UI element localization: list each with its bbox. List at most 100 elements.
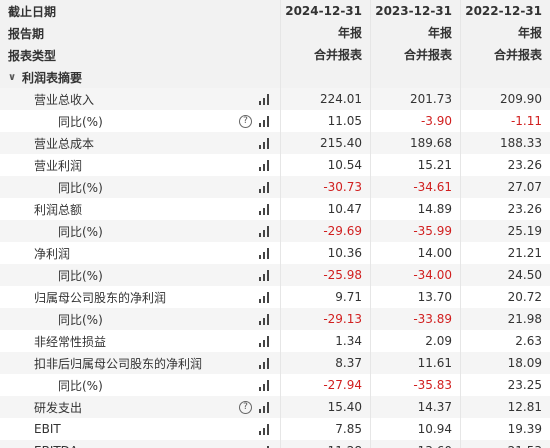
bar-chart-icon[interactable] — [258, 313, 270, 325]
row-label: 同比(%) — [0, 374, 280, 396]
value-cell: -34.61 — [370, 176, 460, 198]
row-icons — [258, 334, 270, 348]
value-cell: 18.09 — [460, 352, 550, 374]
section-spacer — [460, 66, 550, 88]
bar-chart-icon[interactable] — [258, 203, 270, 215]
row-label-text: 同比(%) — [58, 312, 103, 327]
table-row: 营业总收入 224.01 201.73 209.90 — [0, 88, 550, 110]
value-cell: 21.98 — [460, 308, 550, 330]
bar-chart-icon[interactable] — [258, 93, 270, 105]
bar-chart-icon[interactable] — [258, 445, 270, 448]
row-label: 非经常性损益 — [0, 330, 280, 352]
bar-chart-icon[interactable] — [258, 269, 270, 281]
bar-chart-icon[interactable] — [258, 379, 270, 391]
row-label: EBIT — [0, 418, 280, 440]
value-cell: 10.94 — [370, 418, 460, 440]
row-icons — [258, 444, 270, 448]
bar-chart-icon[interactable] — [258, 115, 270, 127]
table-row: 同比(%) -29.69 -35.99 25.19 — [0, 220, 550, 242]
header-row-period: 报告期 年报 年报 年报 — [0, 22, 550, 44]
row-label: 同比(%) — [0, 264, 280, 286]
value-cell: 8.37 — [280, 352, 370, 374]
row-icons — [258, 378, 270, 392]
bar-chart-icon[interactable] — [258, 137, 270, 149]
table-row: 净利润 10.36 14.00 21.21 — [0, 242, 550, 264]
row-icons — [258, 224, 270, 238]
value-cell: 188.33 — [460, 132, 550, 154]
table-row: 同比(%) -27.94 -35.83 23.25 — [0, 374, 550, 396]
bar-chart-icon[interactable] — [258, 401, 270, 413]
value-cell: 9.71 — [280, 286, 370, 308]
section-toggle-income-statement[interactable]: ∨ 利润表摘要 — [0, 66, 550, 88]
value-cell: 24.50 — [460, 264, 550, 286]
bar-chart-icon[interactable] — [258, 159, 270, 171]
row-label: 同比(%) — [0, 176, 280, 198]
table-row: 研发支出? 15.40 14.37 12.81 — [0, 396, 550, 418]
value-cell: 20.72 — [460, 286, 550, 308]
table-row: 扣非后归属母公司股东的净利润 8.37 11.61 18.09 — [0, 352, 550, 374]
header-cell: 年报 — [370, 22, 460, 44]
bar-chart-icon[interactable] — [258, 181, 270, 193]
value-cell: -29.69 — [280, 220, 370, 242]
value-cell: 19.39 — [460, 418, 550, 440]
value-cell: -33.89 — [370, 308, 460, 330]
row-label-text: 营业总成本 — [34, 136, 95, 151]
table-row: 同比(%) -25.98 -34.00 24.50 — [0, 264, 550, 286]
table-row: 利润总额 10.47 14.89 23.26 — [0, 198, 550, 220]
value-cell: 2.09 — [370, 330, 460, 352]
value-cell: 13.70 — [370, 286, 460, 308]
value-cell: 23.26 — [460, 198, 550, 220]
value-cell: 23.25 — [460, 374, 550, 396]
table-body: 营业总收入 224.01 201.73 209.90 同比(%)? 11.05 -3.90-… — [0, 88, 550, 448]
header-cell: 合并报表 — [280, 44, 370, 66]
row-label-text: 净利润 — [34, 246, 71, 261]
table-row: 同比(%)? 11.05 -3.90 -1.11 — [0, 110, 550, 132]
value-cell: 15.40 — [280, 396, 370, 418]
bar-chart-icon[interactable] — [258, 291, 270, 303]
table-row: 营业总成本 215.40 189.68 188.33 — [0, 132, 550, 154]
value-cell: 209.90 — [460, 88, 550, 110]
value-cell: 2.63 — [460, 330, 550, 352]
value-cell: -29.13 — [280, 308, 370, 330]
section-title: 利润表摘要 — [22, 70, 83, 85]
header-label: 报表类型 — [8, 48, 57, 63]
row-label: 营业利润 — [0, 154, 280, 176]
value-cell: 10.47 — [280, 198, 370, 220]
question-circle-icon[interactable]: ? — [239, 114, 252, 128]
row-icons — [258, 92, 270, 106]
table-row: 营业利润 10.54 15.21 23.26 — [0, 154, 550, 176]
header-cell: 2022-12-31 — [460, 0, 550, 22]
row-label-text: 利润总额 — [34, 202, 83, 217]
bar-chart-icon[interactable] — [258, 247, 270, 259]
bar-chart-icon[interactable] — [258, 357, 270, 369]
table-row: 同比(%) -29.13 -33.89 21.98 — [0, 308, 550, 330]
value-cell: 10.54 — [280, 154, 370, 176]
row-icons — [258, 158, 270, 172]
bar-chart-icon[interactable] — [258, 225, 270, 237]
row-label: EBITDA — [0, 440, 280, 448]
chevron-down-icon[interactable]: ∨ — [8, 71, 17, 83]
value-cell: 201.73 — [370, 88, 460, 110]
header-cell: 合并报表 — [460, 44, 550, 66]
bar-chart-icon[interactable] — [258, 335, 270, 347]
section-header[interactable]: ∨ 利润表摘要 — [0, 66, 280, 88]
value-cell: 15.21 — [370, 154, 460, 176]
question-circle-icon[interactable]: ? — [239, 400, 252, 414]
value-cell: -25.98 — [280, 264, 370, 286]
header-cell: 年报 — [280, 22, 370, 44]
value-cell: 23.26 — [460, 154, 550, 176]
value-cell: 11.28 — [280, 440, 370, 448]
value-cell: 11.05 — [280, 110, 370, 132]
row-icons — [258, 356, 270, 370]
value-cell: 14.89 — [370, 198, 460, 220]
value-cell: 13.60 — [370, 440, 460, 448]
row-label: 净利润 — [0, 242, 280, 264]
bar-chart-icon[interactable] — [258, 423, 270, 435]
row-label-text: 扣非后归属母公司股东的净利润 — [34, 356, 203, 371]
row-label: 同比(%)? — [0, 110, 280, 132]
row-icons — [258, 136, 270, 150]
row-icons: ? — [239, 400, 270, 414]
value-cell: 215.40 — [280, 132, 370, 154]
row-label-text: 非经常性损益 — [34, 334, 107, 349]
row-label-text: 同比(%) — [58, 224, 103, 239]
